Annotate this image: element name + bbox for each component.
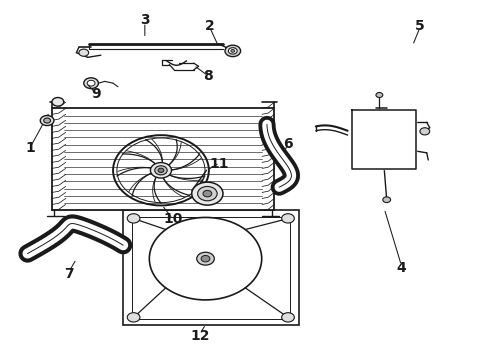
Circle shape [84, 78, 98, 89]
Bar [132, 217, 290, 319]
Circle shape [79, 49, 89, 56]
Circle shape [272, 182, 286, 192]
Circle shape [376, 93, 383, 98]
Circle shape [203, 190, 212, 197]
Circle shape [116, 240, 130, 250]
Circle shape [276, 185, 283, 190]
Circle shape [44, 118, 50, 123]
Text: 10: 10 [163, 212, 182, 226]
Text: 12: 12 [190, 329, 210, 343]
Circle shape [201, 256, 210, 262]
Text: 4: 4 [396, 261, 406, 275]
Circle shape [282, 214, 294, 223]
Circle shape [127, 313, 140, 322]
Text: 3: 3 [140, 13, 149, 27]
Text: 7: 7 [64, 267, 74, 281]
Bar [52, 108, 274, 211]
Bar [123, 211, 299, 325]
Circle shape [282, 313, 294, 322]
Circle shape [228, 48, 237, 54]
Circle shape [192, 182, 223, 205]
Text: 6: 6 [283, 137, 293, 151]
Text: 5: 5 [415, 19, 425, 33]
Circle shape [231, 49, 235, 52]
Text: 9: 9 [91, 87, 101, 101]
Circle shape [197, 186, 217, 201]
Text: 1: 1 [25, 141, 35, 155]
Circle shape [52, 98, 64, 106]
Circle shape [420, 128, 430, 135]
Polygon shape [352, 110, 416, 169]
Circle shape [40, 116, 54, 126]
Circle shape [150, 163, 172, 178]
Circle shape [196, 252, 214, 265]
Circle shape [155, 166, 167, 175]
Circle shape [127, 214, 140, 223]
Text: 8: 8 [203, 69, 213, 83]
Circle shape [225, 45, 241, 57]
Circle shape [87, 80, 95, 86]
Circle shape [120, 243, 126, 247]
Text: 11: 11 [210, 157, 229, 171]
Circle shape [158, 168, 164, 172]
Text: 2: 2 [205, 19, 215, 33]
Circle shape [383, 197, 391, 203]
